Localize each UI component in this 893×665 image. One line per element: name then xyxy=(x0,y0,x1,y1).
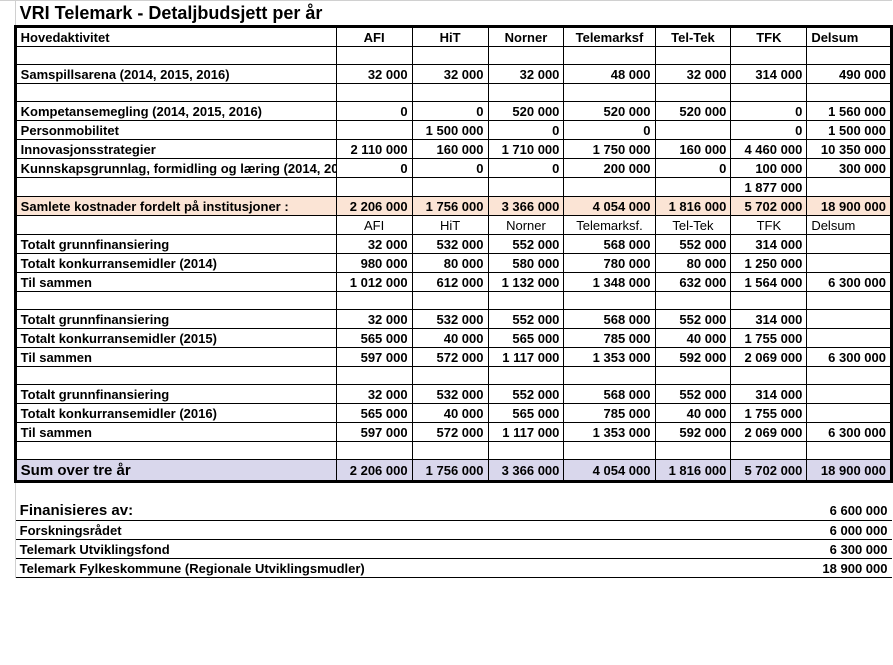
col-afi: AFI xyxy=(336,27,412,47)
row-financing-0: Forskningsrådet 6 000 000 xyxy=(0,520,892,539)
row-tg16: Totalt grunnfinansiering 32 000 532 000 … xyxy=(0,385,892,404)
row-personmob: Personmobilitet 1 500 000 0 0 0 1 500 00… xyxy=(0,121,892,140)
row-tg15: Totalt grunnfinansiering 32 000 532 000 … xyxy=(0,310,892,329)
col-telemarksf: Telemarksf xyxy=(564,27,655,47)
row-financing-heading: Finanisieres av: 6 600 000 xyxy=(0,500,892,521)
page-title: VRI Telemark - Detaljbudsjett per år xyxy=(15,1,891,27)
col-norner: Norner xyxy=(488,27,564,47)
row-ts14: Til sammen 1 012 000 612 000 1 132 000 1… xyxy=(0,273,892,292)
row-tk16: Totalt konkurransemidler (2016) 565 000 … xyxy=(0,404,892,423)
col-tfk: TFK xyxy=(731,27,807,47)
row-financing-1: Telemark Utviklingsfond 6 300 000 xyxy=(0,539,892,558)
row-tk15: Totalt konkurransemidler (2015) 565 000 … xyxy=(0,329,892,348)
row-kompetanse: Kompetansemegling (2014, 2015, 2016) 0 0… xyxy=(0,102,892,121)
row-columns2: AFI HiT Norner Telemarksf. Tel-Tek TFK D… xyxy=(0,216,892,235)
row-kunnskap: Kunnskapsgrunnlag, formidling og læring … xyxy=(0,159,892,178)
row-tk14: Totalt konkurransemidler (2014) 980 000 … xyxy=(0,254,892,273)
row-innovasjon: Innovasjonsstrategier 2 110 000 160 000 … xyxy=(0,140,892,159)
col-hit: HiT xyxy=(412,27,488,47)
row-sum3: Sum over tre år 2 206 000 1 756 000 3 36… xyxy=(0,460,892,482)
row-samlete: Samlete kostnader fordelt på institusjon… xyxy=(0,197,892,216)
row-tg14: Totalt grunnfinansiering 32 000 532 000 … xyxy=(0,235,892,254)
row-samspill: Samspillsarena (2014, 2015, 2016) 32 000… xyxy=(0,65,892,84)
col-activity: Hovedaktivitet xyxy=(15,27,336,47)
row-ts15: Til sammen 597 000 572 000 1 117 000 1 3… xyxy=(0,348,892,367)
row-ts16: Til sammen 597 000 572 000 1 117 000 1 3… xyxy=(0,423,892,442)
col-delsum: Delsum xyxy=(807,27,892,47)
budget-table: VRI Telemark - Detaljbudsjett per år Hov… xyxy=(0,0,893,578)
row-financing-2: Telemark Fylkeskommune (Regionale Utvikl… xyxy=(0,558,892,577)
row-extra-tfk: 1 877 000 xyxy=(0,178,892,197)
col-teltek: Tel-Tek xyxy=(655,27,731,47)
